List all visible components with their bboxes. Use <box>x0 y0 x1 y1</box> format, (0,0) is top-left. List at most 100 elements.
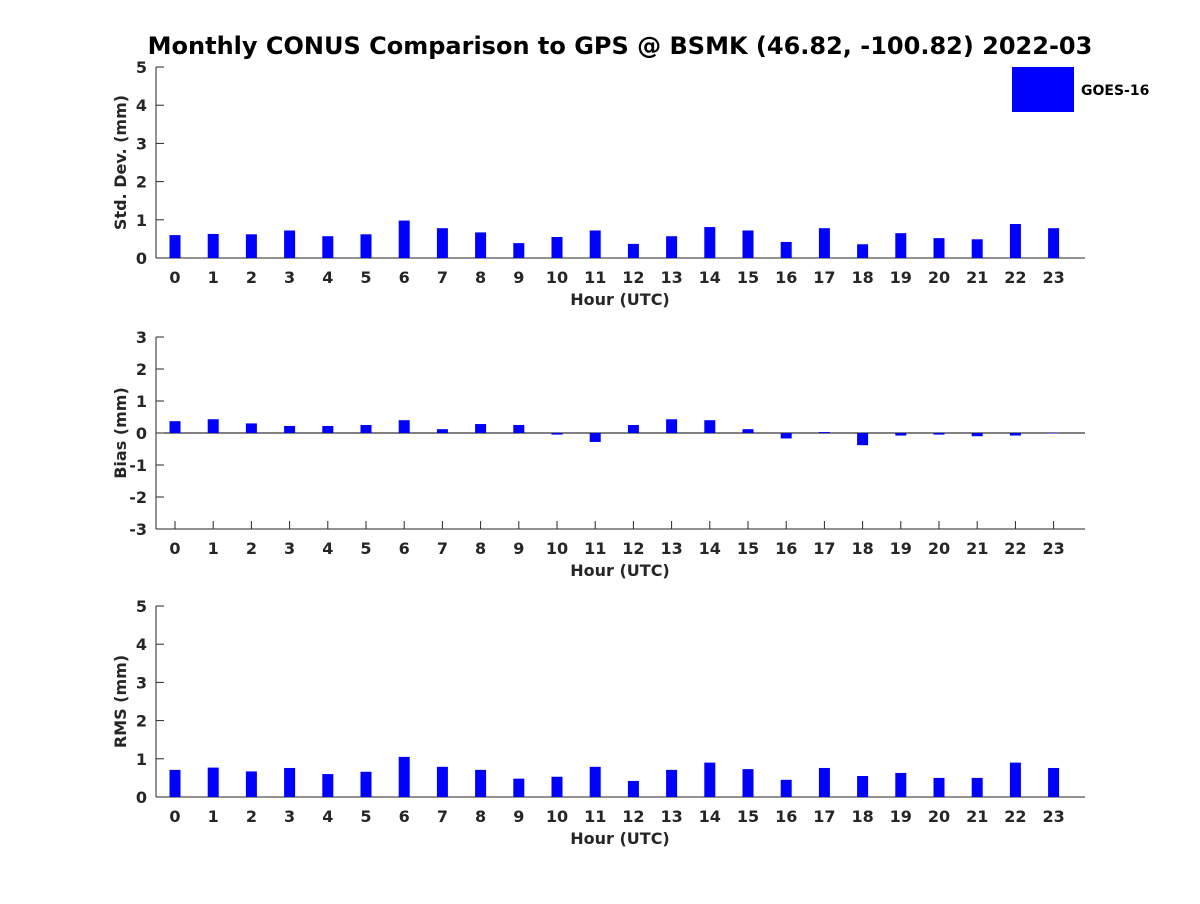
bar-hour-9 <box>513 778 525 797</box>
bar-hour-20 <box>933 777 945 797</box>
bar-hour-0 <box>169 769 181 797</box>
bar-hour-1 <box>207 767 219 797</box>
bar-hour-22 <box>1009 762 1021 797</box>
bar-hour-4 <box>322 236 334 258</box>
bar-hour-12 <box>627 425 639 433</box>
bar-hour-15 <box>742 230 754 258</box>
x-tick-label: 8 <box>475 807 486 826</box>
x-tick-label: 18 <box>851 807 873 826</box>
bar-hour-20 <box>933 433 945 435</box>
bar-hour-14 <box>704 227 716 258</box>
x-tick-label: 19 <box>890 268 912 287</box>
bar-hour-2 <box>245 234 257 258</box>
bar-hour-11 <box>589 433 601 442</box>
bar-hour-16 <box>780 241 792 258</box>
y-tick-label: 5 <box>136 58 147 77</box>
bar-hour-11 <box>589 230 601 258</box>
y-tick-label: 3 <box>136 134 147 153</box>
bar-hour-9 <box>513 243 525 258</box>
x-tick-label: 20 <box>928 807 950 826</box>
bar-hour-23 <box>1048 433 1060 434</box>
x-tick-label: 3 <box>284 539 295 558</box>
x-tick-label: 7 <box>437 807 448 826</box>
y-tick-label: 4 <box>136 635 147 654</box>
bar-hour-5 <box>360 771 372 797</box>
x-tick-label: 5 <box>360 268 371 287</box>
x-tick-label: 5 <box>360 807 371 826</box>
x-tick-label: 2 <box>246 539 257 558</box>
bar-hour-22 <box>1009 433 1021 436</box>
y-tick-label: 1 <box>136 211 147 230</box>
bar-hour-3 <box>284 767 296 797</box>
x-tick-label: 0 <box>169 807 180 826</box>
x-axis-label: Hour (UTC) <box>570 561 670 580</box>
x-tick-label: 6 <box>399 807 410 826</box>
x-tick-label: 1 <box>208 268 219 287</box>
y-axis-label: RMS (mm) <box>111 655 130 748</box>
bar-hour-0 <box>169 235 181 258</box>
bar-hour-17 <box>818 767 830 797</box>
y-tick-label: 4 <box>136 96 147 115</box>
y-tick-label: 0 <box>136 249 147 268</box>
x-tick-label: 11 <box>584 539 606 558</box>
y-tick-label: 0 <box>136 424 147 443</box>
bar-hour-21 <box>971 433 983 437</box>
bar-hour-2 <box>245 423 257 433</box>
bar-hour-23 <box>1048 228 1060 258</box>
y-axis-label: Bias (mm) <box>111 387 130 479</box>
bar-hour-15 <box>742 769 754 797</box>
bar-hour-16 <box>780 779 792 797</box>
x-tick-label: 10 <box>546 539 568 558</box>
x-tick-label: 15 <box>737 268 759 287</box>
bar-hour-18 <box>857 433 869 446</box>
bar-hour-7 <box>436 429 448 433</box>
bar-hour-9 <box>513 425 525 433</box>
x-tick-label: 17 <box>813 268 835 287</box>
bar-hour-15 <box>742 429 754 433</box>
x-tick-label: 8 <box>475 268 486 287</box>
x-tick-label: 15 <box>737 807 759 826</box>
x-tick-label: 13 <box>660 807 682 826</box>
bar-hour-17 <box>818 432 830 433</box>
x-tick-label: 4 <box>322 539 333 558</box>
x-tick-label: 0 <box>169 268 180 287</box>
y-tick-label: -2 <box>129 488 147 507</box>
bar-hour-13 <box>666 769 678 797</box>
bar-hour-18 <box>857 244 869 258</box>
bar-hour-18 <box>857 775 869 797</box>
x-tick-label: 11 <box>584 807 606 826</box>
x-tick-label: 11 <box>584 268 606 287</box>
bar-hour-21 <box>971 777 983 797</box>
x-tick-label: 12 <box>622 807 644 826</box>
x-tick-label: 2 <box>246 807 257 826</box>
x-tick-label: 22 <box>1004 539 1026 558</box>
bar-hour-10 <box>551 433 563 435</box>
y-tick-label: 2 <box>136 173 147 192</box>
x-tick-label: 20 <box>928 539 950 558</box>
y-axis-label: Std. Dev. (mm) <box>111 95 130 230</box>
x-tick-label: 6 <box>399 539 410 558</box>
bar-hour-4 <box>322 774 334 797</box>
x-tick-label: 9 <box>513 268 524 287</box>
x-tick-label: 6 <box>399 268 410 287</box>
bar-hour-4 <box>322 425 334 433</box>
x-tick-label: 2 <box>246 268 257 287</box>
bar-hour-13 <box>666 419 678 433</box>
x-tick-label: 7 <box>437 268 448 287</box>
x-tick-label: 23 <box>1042 268 1064 287</box>
bar-hour-17 <box>818 228 830 258</box>
x-tick-label: 4 <box>322 268 333 287</box>
x-tick-label: 14 <box>699 268 721 287</box>
bar-hour-7 <box>436 766 448 797</box>
bar-hour-3 <box>284 230 296 258</box>
bar-hour-1 <box>207 419 219 433</box>
bar-hour-5 <box>360 425 372 433</box>
x-tick-label: 0 <box>169 539 180 558</box>
bar-hour-10 <box>551 776 563 797</box>
x-tick-label: 1 <box>208 807 219 826</box>
y-tick-label: 1 <box>136 392 147 411</box>
x-tick-label: 10 <box>546 807 568 826</box>
x-axis-label: Hour (UTC) <box>570 829 670 848</box>
